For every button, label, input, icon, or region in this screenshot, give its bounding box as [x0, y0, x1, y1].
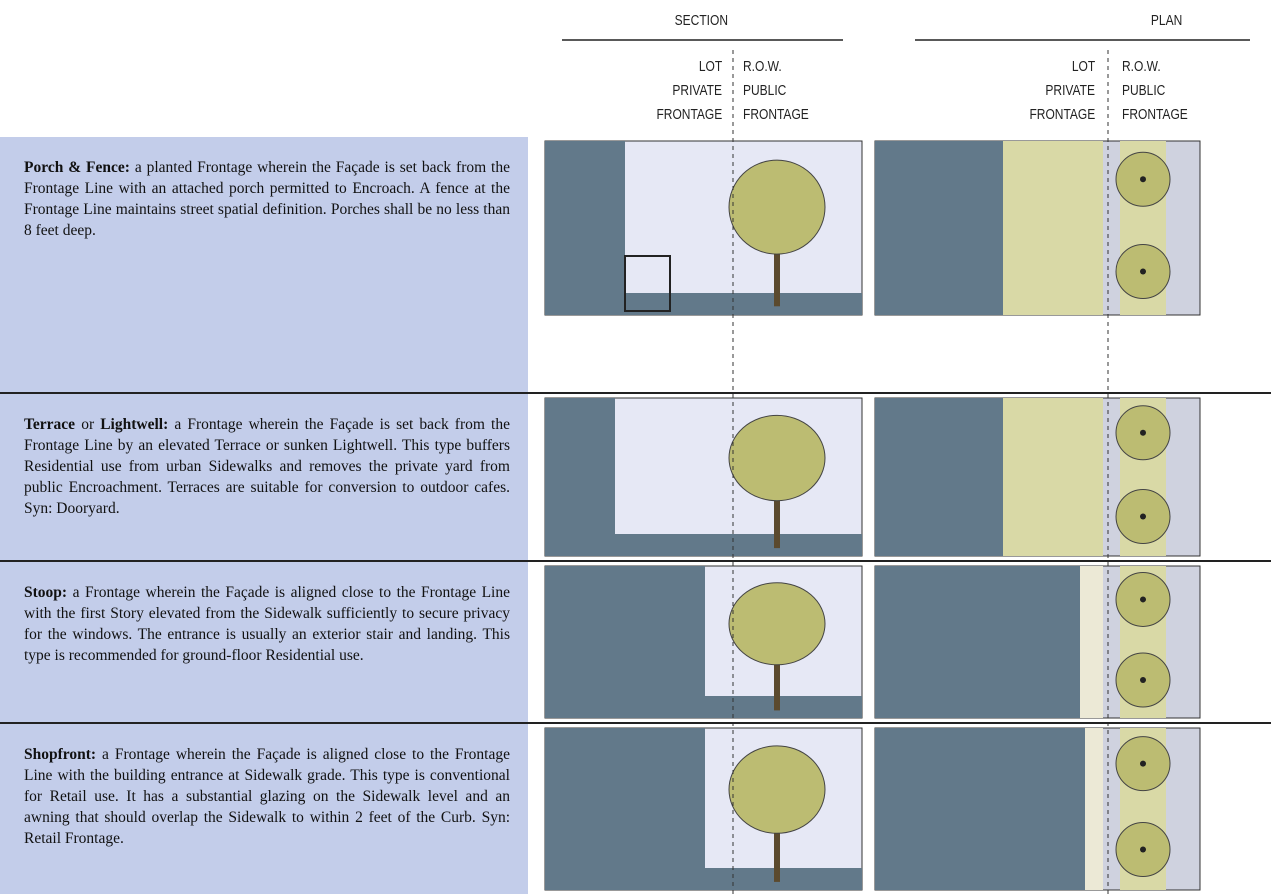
row-description: Stoop: a Frontage wherein the Façade is … [0, 562, 528, 722]
trunk [774, 634, 780, 711]
public-label: FRONTAGE [1122, 106, 1188, 123]
plan-building [875, 141, 1003, 315]
row-description: Porch & Fence: a planted Frontage wherei… [0, 137, 528, 392]
tree [728, 414, 826, 502]
term: Shopfront: [24, 746, 97, 763]
ground [545, 293, 862, 315]
tree [728, 745, 826, 834]
trunk-dot [1140, 677, 1146, 683]
tree [728, 582, 826, 666]
porch [624, 255, 671, 312]
plan-building [875, 566, 1080, 718]
ground [545, 868, 862, 890]
trunk-dot [1140, 268, 1146, 275]
public-label: PUBLIC [743, 82, 787, 99]
building [545, 398, 615, 556]
row-rule [0, 392, 1271, 394]
trunk [774, 469, 780, 549]
plan-building [875, 398, 1003, 556]
private-label: PRIVATE [1045, 82, 1095, 99]
plan-heading: PLAN [1150, 12, 1183, 29]
plan-building [875, 728, 1085, 890]
private-label: LOT [698, 58, 722, 75]
term: Terrace [24, 416, 76, 433]
building [545, 141, 625, 315]
trunk-dot [1140, 846, 1146, 853]
trunk [774, 219, 780, 307]
public-label: PUBLIC [1122, 82, 1166, 99]
row-description: Terrace or Lightwell: a Frontage wherein… [0, 394, 528, 560]
trunk-dot [1140, 760, 1146, 767]
private-label: FRONTAGE [656, 106, 722, 123]
description: a Frontage wherein the Façade is aligned… [24, 746, 510, 847]
section-heading: SECTION [674, 12, 729, 29]
building [545, 728, 705, 890]
ground [545, 696, 862, 718]
trunk-dot [1140, 513, 1146, 520]
public-label: R.O.W. [1122, 58, 1161, 75]
description: a Frontage wherein the Façade is aligned… [24, 584, 510, 664]
building [545, 566, 705, 718]
description: a planted Frontage wherein the Façade is… [24, 159, 510, 239]
row-rule [0, 560, 1271, 562]
row-rule [0, 722, 1271, 724]
row-description: Shopfront: a Frontage wherein the Façade… [0, 724, 528, 894]
description: or [75, 416, 101, 433]
trunk-dot [1140, 429, 1146, 436]
ground [545, 534, 862, 556]
private-label: LOT [1071, 58, 1095, 75]
description: a Frontage wherein the Façade is set bac… [24, 416, 510, 517]
term: Porch & Fence: [24, 159, 130, 176]
trunk-dot [1140, 596, 1146, 603]
private-label: PRIVATE [672, 82, 722, 99]
trunk-dot [1140, 176, 1146, 183]
public-label: FRONTAGE [743, 106, 809, 123]
term: Stoop: [24, 584, 68, 601]
private-label: FRONTAGE [1029, 106, 1095, 123]
term: Lightwell: [100, 416, 169, 433]
tree [728, 159, 826, 255]
trunk [774, 800, 780, 882]
public-label: R.O.W. [743, 58, 782, 75]
